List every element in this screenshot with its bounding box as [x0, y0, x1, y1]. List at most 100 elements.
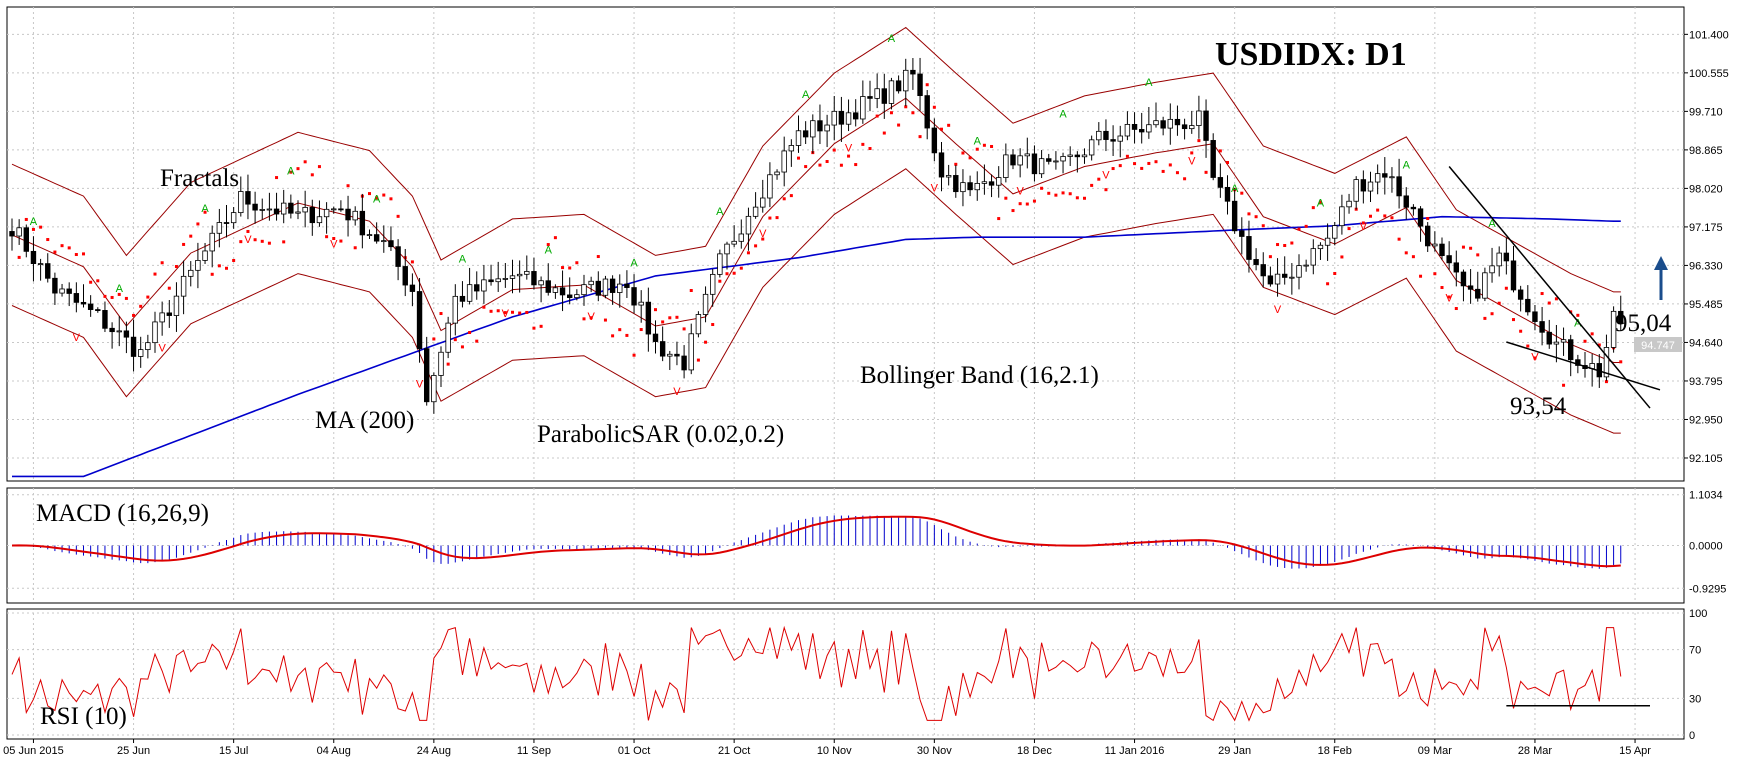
y-tick-label: 101.400: [1689, 29, 1729, 41]
candle-body: [373, 234, 380, 242]
sar-dot: [31, 227, 35, 231]
fractal-up-marker: A: [116, 283, 124, 295]
fractals: A V A V A V A V A V A V A V A V A V A V A V A V A V A V A V A V A V A V A: [30, 33, 1582, 398]
candle-body: [323, 208, 330, 218]
sar-dot: [868, 147, 872, 151]
sar-dot: [1097, 177, 1101, 181]
sar-dot: [217, 264, 221, 268]
candle-body: [1396, 176, 1402, 197]
sar-dot: [546, 243, 550, 247]
bollinger-lower: [11, 168, 1621, 434]
sar-dot: [110, 295, 114, 299]
sar-dot: [289, 170, 293, 174]
candle-body: [1360, 179, 1367, 192]
candle-body: [1224, 186, 1231, 202]
candle-body: [1339, 206, 1345, 227]
sar-dot: [1304, 224, 1308, 228]
candle-body: [581, 284, 587, 296]
sar-dot: [947, 123, 951, 127]
fractal-down-marker: V: [416, 378, 424, 390]
sar-dot: [1426, 217, 1430, 221]
sar-dot: [746, 251, 750, 255]
sar-dot: [139, 304, 143, 308]
candle-body: [1117, 135, 1123, 142]
candle-body: [388, 240, 394, 248]
sar-dot: [675, 315, 679, 319]
candle-body: [1460, 271, 1467, 287]
rsi-tick-label: 30: [1689, 693, 1701, 705]
sar-dot: [825, 160, 829, 164]
sar-dot: [410, 260, 414, 264]
sar-dot: [882, 131, 886, 135]
candle-body: [438, 351, 444, 376]
sar-dot: [1011, 209, 1015, 213]
sar-dot: [396, 214, 400, 218]
sar-dot: [553, 236, 557, 240]
candle-body: [238, 191, 244, 214]
x-tick-label: 15 Apr: [1619, 745, 1651, 757]
fractal-down-marker: V: [759, 228, 767, 240]
candle-body: [1446, 255, 1452, 264]
trendlines: [1448, 166, 1661, 409]
sar-dot: [1276, 243, 1280, 247]
candle-body: [888, 80, 895, 104]
y-tick-label: 98.865: [1689, 145, 1723, 157]
candle-body: [745, 215, 752, 235]
sar-dot: [160, 261, 164, 265]
chart-title: USDIDX: D1: [1215, 36, 1407, 73]
candle-body: [645, 301, 652, 335]
candle-body: [1303, 264, 1309, 267]
candle-body: [1210, 140, 1216, 178]
sar-dot: [189, 234, 193, 238]
sar-dot: [1175, 171, 1179, 175]
sar-dot: [1240, 191, 1244, 195]
candle-body: [37, 263, 44, 266]
sar-dot: [60, 244, 64, 248]
sar-dot: [1183, 177, 1187, 181]
candle-body: [538, 280, 544, 286]
parabolic-sar: [17, 83, 1623, 387]
fractal-down-marker: V: [1016, 186, 1024, 198]
candle-body: [1367, 181, 1374, 192]
candle-body: [1496, 252, 1502, 267]
candle-body: [1124, 123, 1131, 137]
candle-body: [516, 273, 523, 277]
candle-body: [602, 278, 609, 296]
sar-dot: [1447, 295, 1451, 299]
sar-dot: [232, 258, 236, 262]
candle-body: [130, 336, 137, 357]
macd-signal-line: [11, 515, 1621, 568]
resistance-trendline: [1448, 166, 1651, 409]
candle-body: [1403, 195, 1409, 208]
sar-dot: [489, 309, 493, 313]
candle-body: [717, 253, 723, 275]
sar-dot: [310, 173, 314, 177]
candle-body: [1317, 244, 1324, 250]
candle-body: [874, 88, 880, 99]
candle-body: [195, 260, 201, 271]
sar-dot: [1562, 383, 1566, 387]
sar-dot: [225, 266, 228, 270]
candle-body: [667, 353, 673, 357]
candle-body: [30, 250, 37, 265]
candle-body: [1289, 276, 1295, 279]
candle-body: [702, 293, 709, 315]
fractal-down-marker: V: [673, 386, 681, 398]
sar-dot: [1025, 202, 1029, 206]
sar-dot: [611, 334, 615, 338]
sar-dot: [1490, 312, 1494, 316]
x-tick-label: 25 Jun: [117, 745, 150, 757]
sar-dot: [1369, 214, 1372, 218]
candle-body: [710, 273, 716, 295]
candle-body: [967, 182, 973, 191]
y-tick-label: 94.640: [1689, 337, 1723, 349]
candle-body: [173, 295, 180, 316]
fractals-label: Fractals: [160, 165, 239, 192]
sar-dot: [1383, 214, 1387, 218]
candle-body: [202, 250, 208, 261]
fractal-up-marker: A: [201, 203, 209, 215]
sar-dot: [1283, 244, 1287, 248]
candle-body: [652, 333, 659, 342]
sar-dot: [954, 162, 958, 166]
candle-body: [331, 208, 337, 211]
